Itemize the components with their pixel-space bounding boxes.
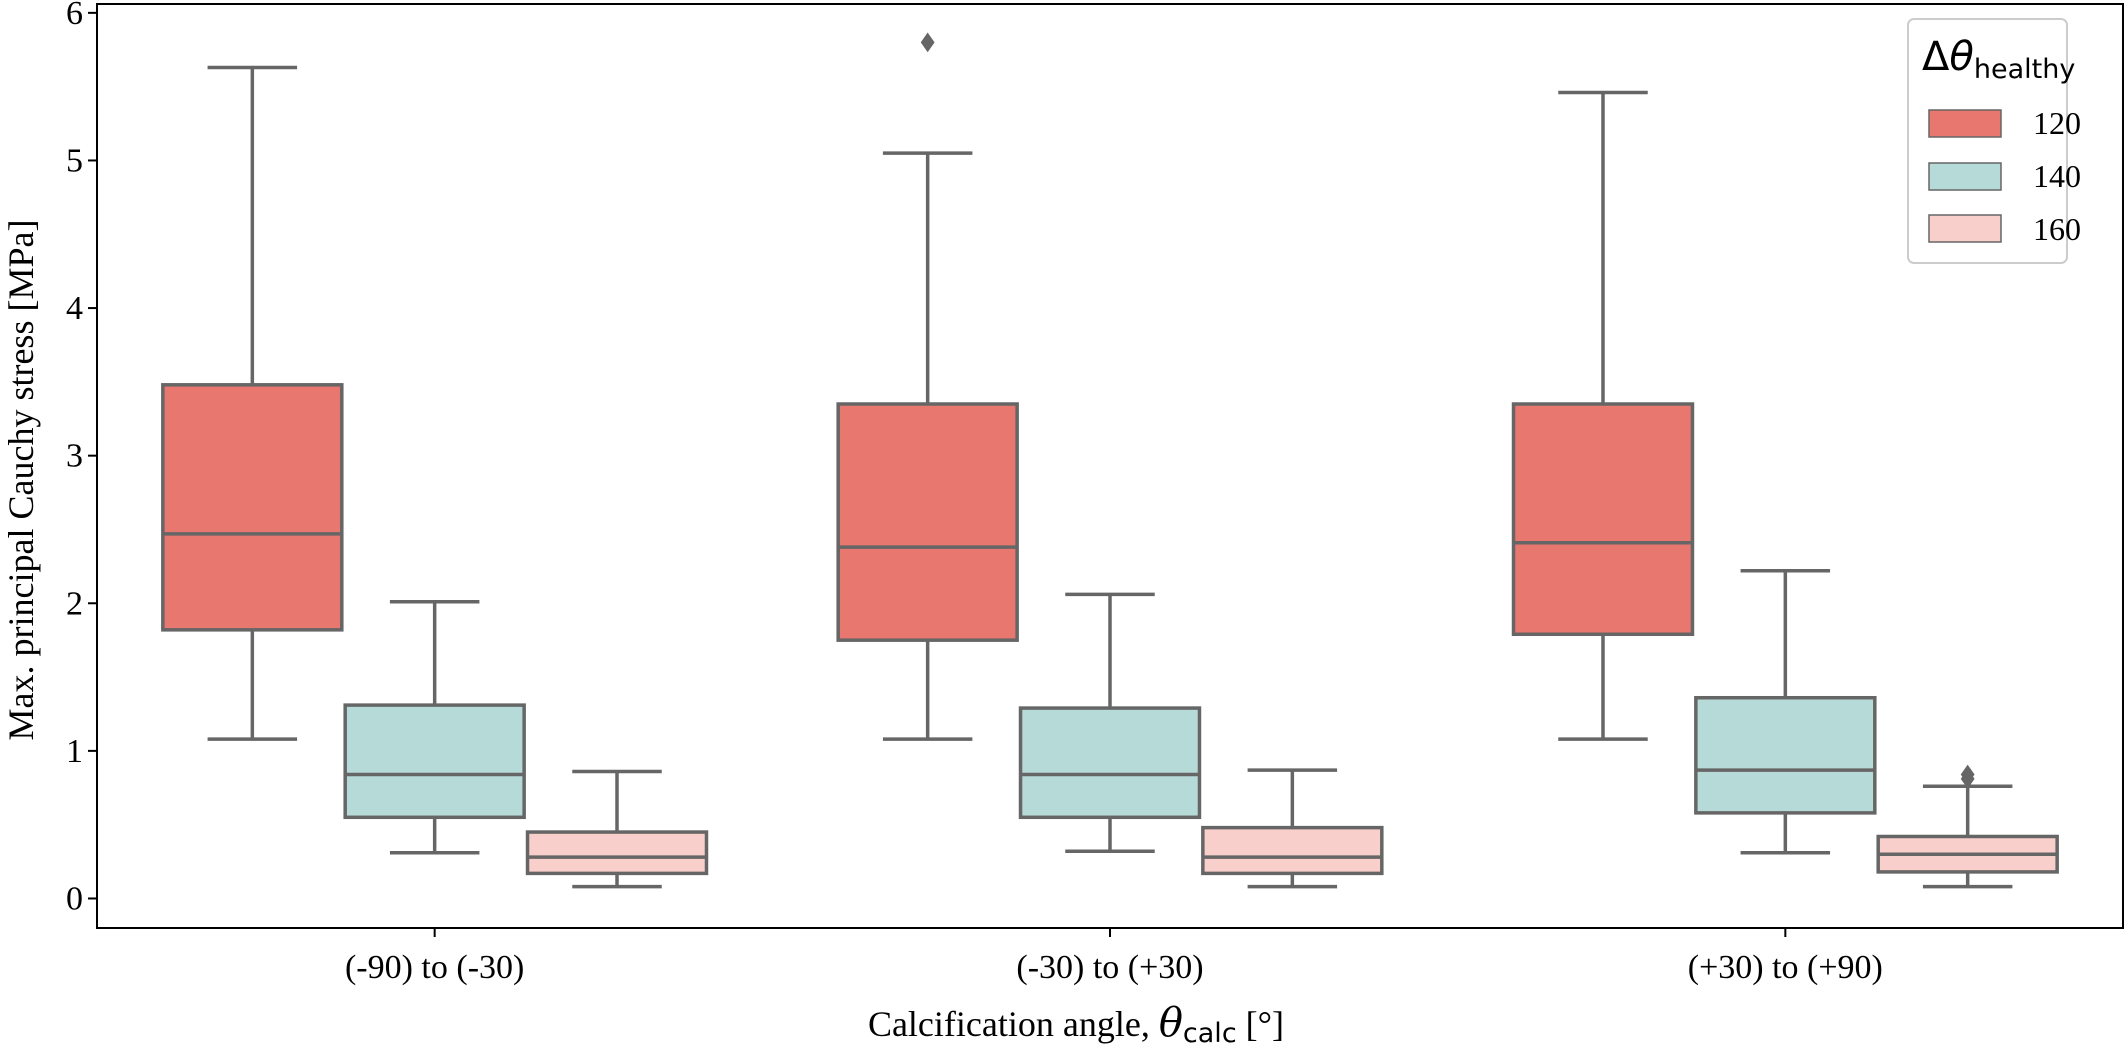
- iqr-box: [836, 402, 1019, 642]
- outlier-point: [920, 32, 935, 53]
- legend-title-prefix: Δ: [1922, 34, 1950, 80]
- x-axis-label-subscript: calc: [1183, 1018, 1237, 1046]
- x-tick-label: (+30) to (+90): [1688, 949, 1883, 986]
- legend-label-120: 120: [2033, 105, 2081, 141]
- box-120-0: [161, 65, 344, 741]
- legend-swatch-160: [1928, 214, 2002, 243]
- iqr-box: [343, 703, 526, 820]
- legend-label-160: 160: [2033, 211, 2081, 247]
- x-axis-label-suffix: [°]: [1237, 1004, 1284, 1044]
- box-160-1: [1201, 768, 1384, 889]
- y-tick-label: 5: [66, 142, 83, 179]
- plot-area: [161, 32, 2059, 889]
- legend-swatch-140: [1928, 162, 2002, 191]
- y-tick-label: 2: [66, 585, 83, 622]
- iqr-box: [1694, 695, 1877, 815]
- x-tick-label: (-90) to (-30): [345, 949, 524, 986]
- box-160-0: [525, 769, 709, 889]
- x-axis-label-prefix: Calcification angle,: [868, 1004, 1159, 1044]
- iqr-box: [1511, 402, 1695, 637]
- box-140-0: [343, 600, 526, 855]
- x-axis: (-90) to (-30) (-30) to (+30) (+30) to (+9…: [345, 928, 1883, 986]
- legend-title: Δθhealthy: [1922, 34, 2075, 85]
- box-140-2: [1694, 569, 1877, 855]
- legend-label-140: 140: [2033, 158, 2081, 194]
- x-tick-label: (-30) to (+30): [1016, 949, 1203, 986]
- outlier-point: [1960, 764, 1975, 785]
- box-160-2: [1876, 764, 2059, 889]
- legend-frame: [1907, 18, 2068, 264]
- y-axis-label: Max. principal Cauchy stress [MPa]: [1, 220, 41, 741]
- plot-frame: [96, 3, 2124, 929]
- y-tick-label: 3: [66, 438, 83, 475]
- iqr-box: [525, 830, 709, 876]
- y-tick-label: 1: [66, 733, 83, 770]
- legend-swatch-120: [1928, 109, 2002, 138]
- box-140-1: [1018, 592, 1202, 853]
- y-tick-label: 4: [66, 290, 83, 327]
- legend-title-subscript: healthy: [1974, 54, 2075, 85]
- box-120-2: [1511, 90, 1695, 741]
- iqr-box: [1201, 825, 1384, 876]
- legend-title-symbol: θ: [1949, 34, 1973, 80]
- box-120-1: [836, 32, 1019, 741]
- iqr-box: [1018, 706, 1202, 820]
- x-axis-label-symbol: θ: [1159, 1000, 1183, 1046]
- legend: Δθhealthy 120 140 160: [1907, 18, 2081, 264]
- y-tick-label: 0: [66, 880, 83, 917]
- y-axis: 0 1 2 3 4 5 6: [66, 0, 97, 917]
- y-tick-label: 6: [66, 0, 83, 32]
- x-axis-label: Calcification angle, θcalc [°]: [868, 1000, 1284, 1046]
- iqr-box: [161, 383, 344, 632]
